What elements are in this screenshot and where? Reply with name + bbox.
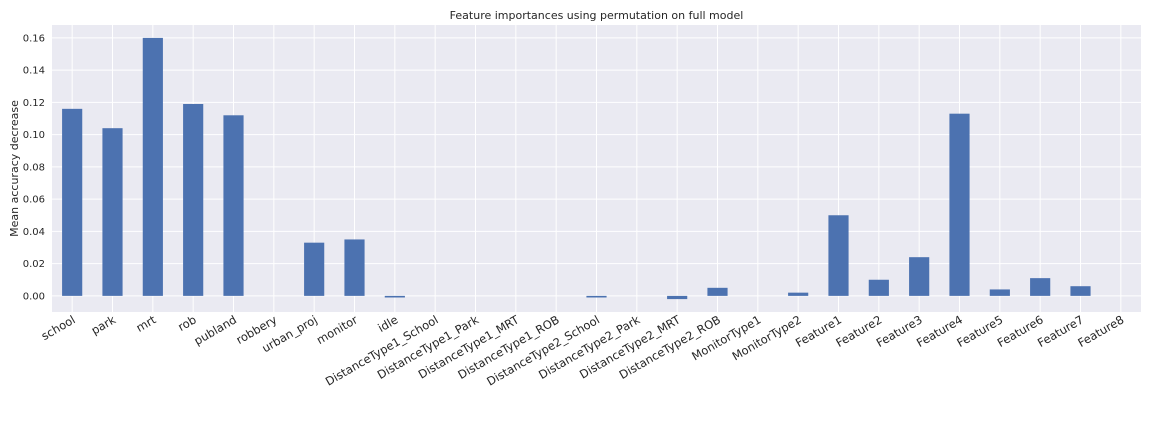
bars [62, 37, 1091, 300]
bar-Feature3 [909, 257, 930, 296]
y-tick-label: 0.16 [23, 33, 45, 44]
x-tick-label: mrt [134, 312, 159, 335]
bar-Feature6 [1030, 278, 1051, 296]
bar-DistanceType2_MRT [667, 295, 688, 300]
bar-Feature4 [949, 113, 970, 296]
bar-DistanceType2_ROB [707, 287, 728, 296]
bar-DistanceType2_School [586, 295, 607, 298]
x-tick-label: monitor [314, 312, 360, 347]
x-tick-label: park [89, 312, 119, 337]
x-tick-label: rob [175, 312, 198, 334]
y-tick-label: 0.02 [23, 259, 45, 270]
bar-park [102, 128, 123, 296]
y-tick-label: 0.08 [23, 162, 45, 173]
y-axis-ticks: 0.00 0.02 0.04 0.06 0.08 0.10 0.12 0.14 0.16 [23, 33, 45, 302]
x-tick-label: idle [375, 312, 400, 335]
x-tick-label: school [39, 312, 78, 343]
y-tick-label: 0.04 [23, 227, 45, 238]
x-tick-label: publand [192, 312, 239, 347]
bar-publand [223, 115, 244, 296]
bar-Feature1 [828, 215, 849, 296]
bar-Feature5 [989, 289, 1010, 296]
bar-mrt [142, 37, 163, 296]
y-axis-label: Mean accuracy decrease [8, 100, 21, 237]
y-tick-label: 0.12 [23, 98, 45, 109]
bar-idle [384, 295, 405, 298]
x-axis-ticks: school park mrt robpublandrobberyurban_proj… [39, 312, 1127, 389]
bar-monitor [344, 239, 365, 296]
bar-school [62, 108, 83, 296]
bar-urban_proj [304, 242, 325, 296]
bar-Feature2 [868, 279, 889, 296]
bar-MonitorType2 [788, 292, 809, 296]
y-tick-label: 0.14 [23, 66, 45, 77]
y-tick-label: 0.00 [23, 291, 45, 302]
bar-Feature7 [1070, 286, 1091, 296]
y-tick-label: 0.06 [23, 195, 45, 206]
bar-rob [183, 104, 204, 296]
y-tick-label: 0.10 [23, 130, 45, 141]
chart-title: Feature importances using permutation on… [450, 9, 744, 22]
x-tick-label: Feature8 [1075, 312, 1126, 350]
